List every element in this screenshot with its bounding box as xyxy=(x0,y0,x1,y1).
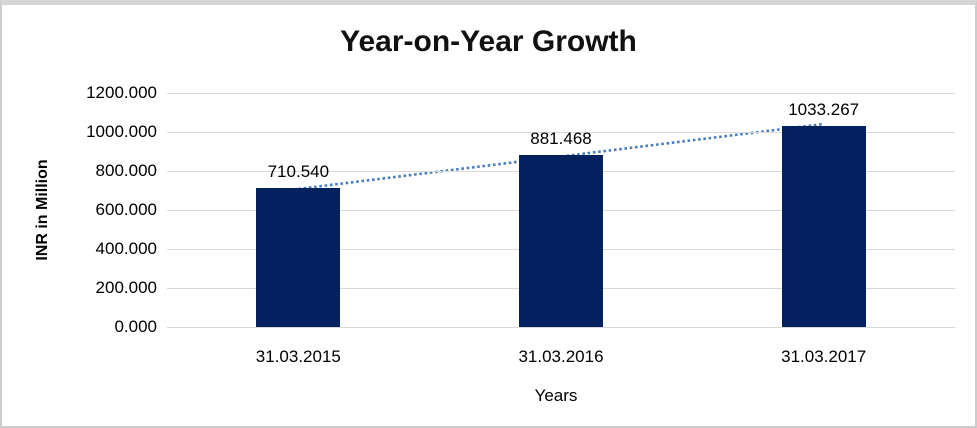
bar xyxy=(519,155,603,327)
chart-title: Year-on-Year Growth xyxy=(340,25,637,58)
bar-value-label: 1033.267 xyxy=(788,99,860,119)
gridline xyxy=(167,93,955,94)
x-axis-title: Years xyxy=(534,386,578,405)
bar-value-label: 881.468 xyxy=(530,129,592,149)
x-tick-label: 31.03.2015 xyxy=(255,347,341,366)
y-tick-label: 1200.000 xyxy=(86,83,157,102)
y-tick-label: 400.000 xyxy=(95,239,157,258)
x-tick-label: 31.03.2017 xyxy=(781,347,867,366)
bar-value-label: 710.540 xyxy=(267,162,330,182)
y-tick-label: 0.000 xyxy=(114,317,157,336)
y-tick-label: 800.000 xyxy=(95,161,157,180)
y-tick-label: 1000.000 xyxy=(86,122,157,141)
y-tick-label: 600.000 xyxy=(95,200,157,219)
x-tick-label: 31.03.2016 xyxy=(518,347,604,366)
gridline xyxy=(167,132,955,133)
bar xyxy=(256,188,341,327)
y-tick-label: 200.000 xyxy=(95,278,157,297)
gridline xyxy=(167,327,955,328)
bar xyxy=(781,125,866,327)
